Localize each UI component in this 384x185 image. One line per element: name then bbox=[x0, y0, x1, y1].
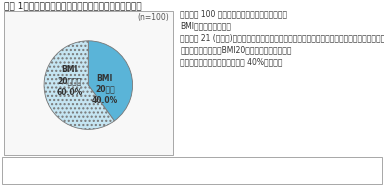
Wedge shape bbox=[88, 41, 132, 121]
Text: BMI
20以下
40.0%: BMI 20以下 40.0% bbox=[92, 73, 118, 105]
Text: 『図 1』調査結果に基づいて算出した低栄養傾向の割合: 『図 1』調査結果に基づいて算出した低栄養傾向の割合 bbox=[4, 1, 141, 10]
Wedge shape bbox=[44, 41, 114, 129]
Text: 要介護者 100 名の体重と身長を測定してもらい
BMIを計算しました。
健康日本 21 (第二次)において、要介護や総死亡リスクが統計学的に有意に高くなるポイ: 要介護者 100 名の体重と身長を測定してもらい BMIを計算しました。 健康日… bbox=[180, 9, 384, 67]
Text: (n=100): (n=100) bbox=[137, 13, 169, 22]
Text: BMI(Body Mass Index)とは、体重(kg)を身長(m)の 2 乗で割った、人の肥満度を表す体格指数です。この指数
は肥満度だけでなく、低栄養傾向: BMI(Body Mass Index)とは、体重(kg)を身長(m)の 2 乗… bbox=[8, 159, 264, 174]
Text: BMI
20より上
60.0%: BMI 20より上 60.0% bbox=[56, 65, 82, 97]
